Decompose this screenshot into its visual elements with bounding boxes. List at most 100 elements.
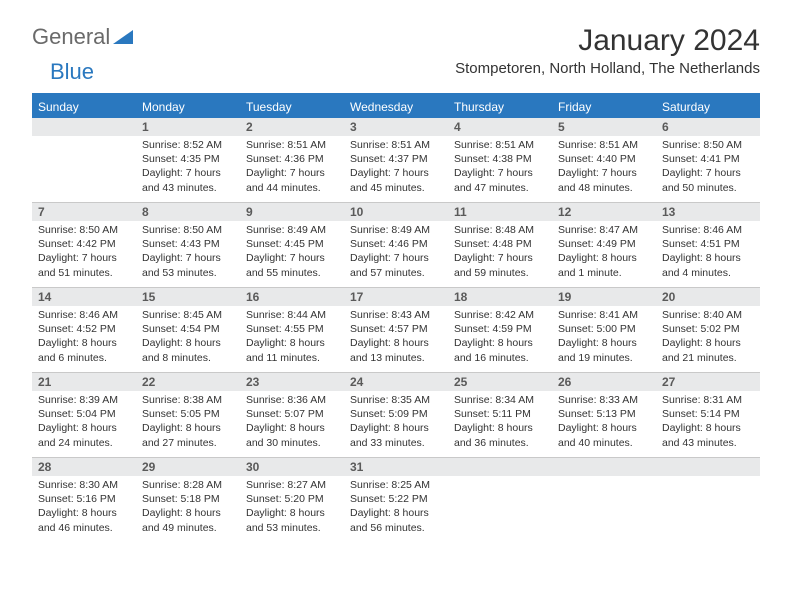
- day-number: 31: [344, 458, 448, 476]
- day-details: Sunrise: 8:43 AMSunset: 4:57 PMDaylight:…: [344, 306, 448, 369]
- day-details: Sunrise: 8:40 AMSunset: 5:02 PMDaylight:…: [656, 306, 760, 369]
- day-details: Sunrise: 8:28 AMSunset: 5:18 PMDaylight:…: [136, 476, 240, 539]
- daylight-line: Daylight: 8 hours and 6 minutes.: [38, 336, 130, 364]
- calendar-day-cell: 26Sunrise: 8:33 AMSunset: 5:13 PMDayligh…: [552, 373, 656, 457]
- day-number: 7: [32, 203, 136, 221]
- sunrise-line: Sunrise: 8:50 AM: [662, 138, 754, 152]
- daylight-line: Daylight: 7 hours and 48 minutes.: [558, 166, 650, 194]
- sunrise-line: Sunrise: 8:50 AM: [142, 223, 234, 237]
- calendar-day-cell: 10Sunrise: 8:49 AMSunset: 4:46 PMDayligh…: [344, 203, 448, 287]
- sunset-line: Sunset: 4:49 PM: [558, 237, 650, 251]
- daylight-line: Daylight: 8 hours and 27 minutes.: [142, 421, 234, 449]
- calendar-day-cell: 27Sunrise: 8:31 AMSunset: 5:14 PMDayligh…: [656, 373, 760, 457]
- sunset-line: Sunset: 5:18 PM: [142, 492, 234, 506]
- calendar-day-cell: 15Sunrise: 8:45 AMSunset: 4:54 PMDayligh…: [136, 288, 240, 372]
- daylight-line: Daylight: 8 hours and 24 minutes.: [38, 421, 130, 449]
- sunrise-line: Sunrise: 8:42 AM: [454, 308, 546, 322]
- daylight-line: Daylight: 8 hours and 16 minutes.: [454, 336, 546, 364]
- sunset-line: Sunset: 4:45 PM: [246, 237, 338, 251]
- weekday-header: Friday: [552, 95, 656, 118]
- sunset-line: Sunset: 5:07 PM: [246, 407, 338, 421]
- day-number: 17: [344, 288, 448, 306]
- sunset-line: Sunset: 5:14 PM: [662, 407, 754, 421]
- day-details: Sunrise: 8:51 AMSunset: 4:37 PMDaylight:…: [344, 136, 448, 199]
- weekday-header: Wednesday: [344, 95, 448, 118]
- sunrise-line: Sunrise: 8:51 AM: [454, 138, 546, 152]
- day-number: [552, 458, 656, 476]
- day-details: Sunrise: 8:45 AMSunset: 4:54 PMDaylight:…: [136, 306, 240, 369]
- sunrise-line: Sunrise: 8:49 AM: [350, 223, 442, 237]
- day-details: Sunrise: 8:51 AMSunset: 4:36 PMDaylight:…: [240, 136, 344, 199]
- day-details: Sunrise: 8:44 AMSunset: 4:55 PMDaylight:…: [240, 306, 344, 369]
- day-number: 6: [656, 118, 760, 136]
- weekday-header: Monday: [136, 95, 240, 118]
- day-number: 13: [656, 203, 760, 221]
- day-details: Sunrise: 8:35 AMSunset: 5:09 PMDaylight:…: [344, 391, 448, 454]
- daylight-line: Daylight: 8 hours and 40 minutes.: [558, 421, 650, 449]
- triangle-icon: [113, 24, 133, 50]
- calendar-grid: Sunday Monday Tuesday Wednesday Thursday…: [32, 93, 760, 542]
- calendar-day-cell: 9Sunrise: 8:49 AMSunset: 4:45 PMDaylight…: [240, 203, 344, 287]
- day-details: Sunrise: 8:33 AMSunset: 5:13 PMDaylight:…: [552, 391, 656, 454]
- daylight-line: Daylight: 8 hours and 21 minutes.: [662, 336, 754, 364]
- day-number: 28: [32, 458, 136, 476]
- daylight-line: Daylight: 8 hours and 53 minutes.: [246, 506, 338, 534]
- daylight-line: Daylight: 8 hours and 11 minutes.: [246, 336, 338, 364]
- daylight-line: Daylight: 8 hours and 56 minutes.: [350, 506, 442, 534]
- daylight-line: Daylight: 7 hours and 51 minutes.: [38, 251, 130, 279]
- day-number: 23: [240, 373, 344, 391]
- logo-text-1: General: [32, 24, 110, 50]
- month-title: January 2024: [455, 24, 760, 58]
- calendar-day-cell: 29Sunrise: 8:28 AMSunset: 5:18 PMDayligh…: [136, 458, 240, 542]
- day-number: 19: [552, 288, 656, 306]
- day-details: Sunrise: 8:51 AMSunset: 4:38 PMDaylight:…: [448, 136, 552, 199]
- sunrise-line: Sunrise: 8:31 AM: [662, 393, 754, 407]
- day-number: 16: [240, 288, 344, 306]
- day-details: Sunrise: 8:34 AMSunset: 5:11 PMDaylight:…: [448, 391, 552, 454]
- calendar-day-cell: 16Sunrise: 8:44 AMSunset: 4:55 PMDayligh…: [240, 288, 344, 372]
- sunrise-line: Sunrise: 8:33 AM: [558, 393, 650, 407]
- calendar-day-cell: 19Sunrise: 8:41 AMSunset: 5:00 PMDayligh…: [552, 288, 656, 372]
- daylight-line: Daylight: 7 hours and 55 minutes.: [246, 251, 338, 279]
- calendar-day-cell: 21Sunrise: 8:39 AMSunset: 5:04 PMDayligh…: [32, 373, 136, 457]
- daylight-line: Daylight: 7 hours and 53 minutes.: [142, 251, 234, 279]
- day-number: [448, 458, 552, 476]
- daylight-line: Daylight: 8 hours and 36 minutes.: [454, 421, 546, 449]
- location-subtitle: Stompetoren, North Holland, The Netherla…: [455, 60, 760, 77]
- sunset-line: Sunset: 4:54 PM: [142, 322, 234, 336]
- calendar-day-cell: [552, 458, 656, 542]
- day-details: Sunrise: 8:47 AMSunset: 4:49 PMDaylight:…: [552, 221, 656, 284]
- calendar-week-row: 21Sunrise: 8:39 AMSunset: 5:04 PMDayligh…: [32, 372, 760, 457]
- sunset-line: Sunset: 4:38 PM: [454, 152, 546, 166]
- daylight-line: Daylight: 8 hours and 4 minutes.: [662, 251, 754, 279]
- calendar-day-cell: 7Sunrise: 8:50 AMSunset: 4:42 PMDaylight…: [32, 203, 136, 287]
- sunrise-line: Sunrise: 8:49 AM: [246, 223, 338, 237]
- calendar-day-cell: 22Sunrise: 8:38 AMSunset: 5:05 PMDayligh…: [136, 373, 240, 457]
- day-number: 1: [136, 118, 240, 136]
- sunrise-line: Sunrise: 8:25 AM: [350, 478, 442, 492]
- sunrise-line: Sunrise: 8:46 AM: [38, 308, 130, 322]
- sunrise-line: Sunrise: 8:41 AM: [558, 308, 650, 322]
- sunset-line: Sunset: 4:42 PM: [38, 237, 130, 251]
- daylight-line: Daylight: 7 hours and 59 minutes.: [454, 251, 546, 279]
- calendar-day-cell: 13Sunrise: 8:46 AMSunset: 4:51 PMDayligh…: [656, 203, 760, 287]
- sunset-line: Sunset: 4:41 PM: [662, 152, 754, 166]
- daylight-line: Daylight: 7 hours and 45 minutes.: [350, 166, 442, 194]
- daylight-line: Daylight: 8 hours and 19 minutes.: [558, 336, 650, 364]
- day-number: 18: [448, 288, 552, 306]
- weeks-container: 1Sunrise: 8:52 AMSunset: 4:35 PMDaylight…: [32, 118, 760, 542]
- sunrise-line: Sunrise: 8:52 AM: [142, 138, 234, 152]
- calendar-day-cell: 1Sunrise: 8:52 AMSunset: 4:35 PMDaylight…: [136, 118, 240, 202]
- day-details: Sunrise: 8:46 AMSunset: 4:51 PMDaylight:…: [656, 221, 760, 284]
- day-number: 22: [136, 373, 240, 391]
- day-number: 26: [552, 373, 656, 391]
- calendar-day-cell: 4Sunrise: 8:51 AMSunset: 4:38 PMDaylight…: [448, 118, 552, 202]
- sunrise-line: Sunrise: 8:43 AM: [350, 308, 442, 322]
- daylight-line: Daylight: 8 hours and 49 minutes.: [142, 506, 234, 534]
- day-number: 15: [136, 288, 240, 306]
- sunrise-line: Sunrise: 8:36 AM: [246, 393, 338, 407]
- sunset-line: Sunset: 4:37 PM: [350, 152, 442, 166]
- sunset-line: Sunset: 4:40 PM: [558, 152, 650, 166]
- calendar-day-cell: 24Sunrise: 8:35 AMSunset: 5:09 PMDayligh…: [344, 373, 448, 457]
- calendar-week-row: 28Sunrise: 8:30 AMSunset: 5:16 PMDayligh…: [32, 457, 760, 542]
